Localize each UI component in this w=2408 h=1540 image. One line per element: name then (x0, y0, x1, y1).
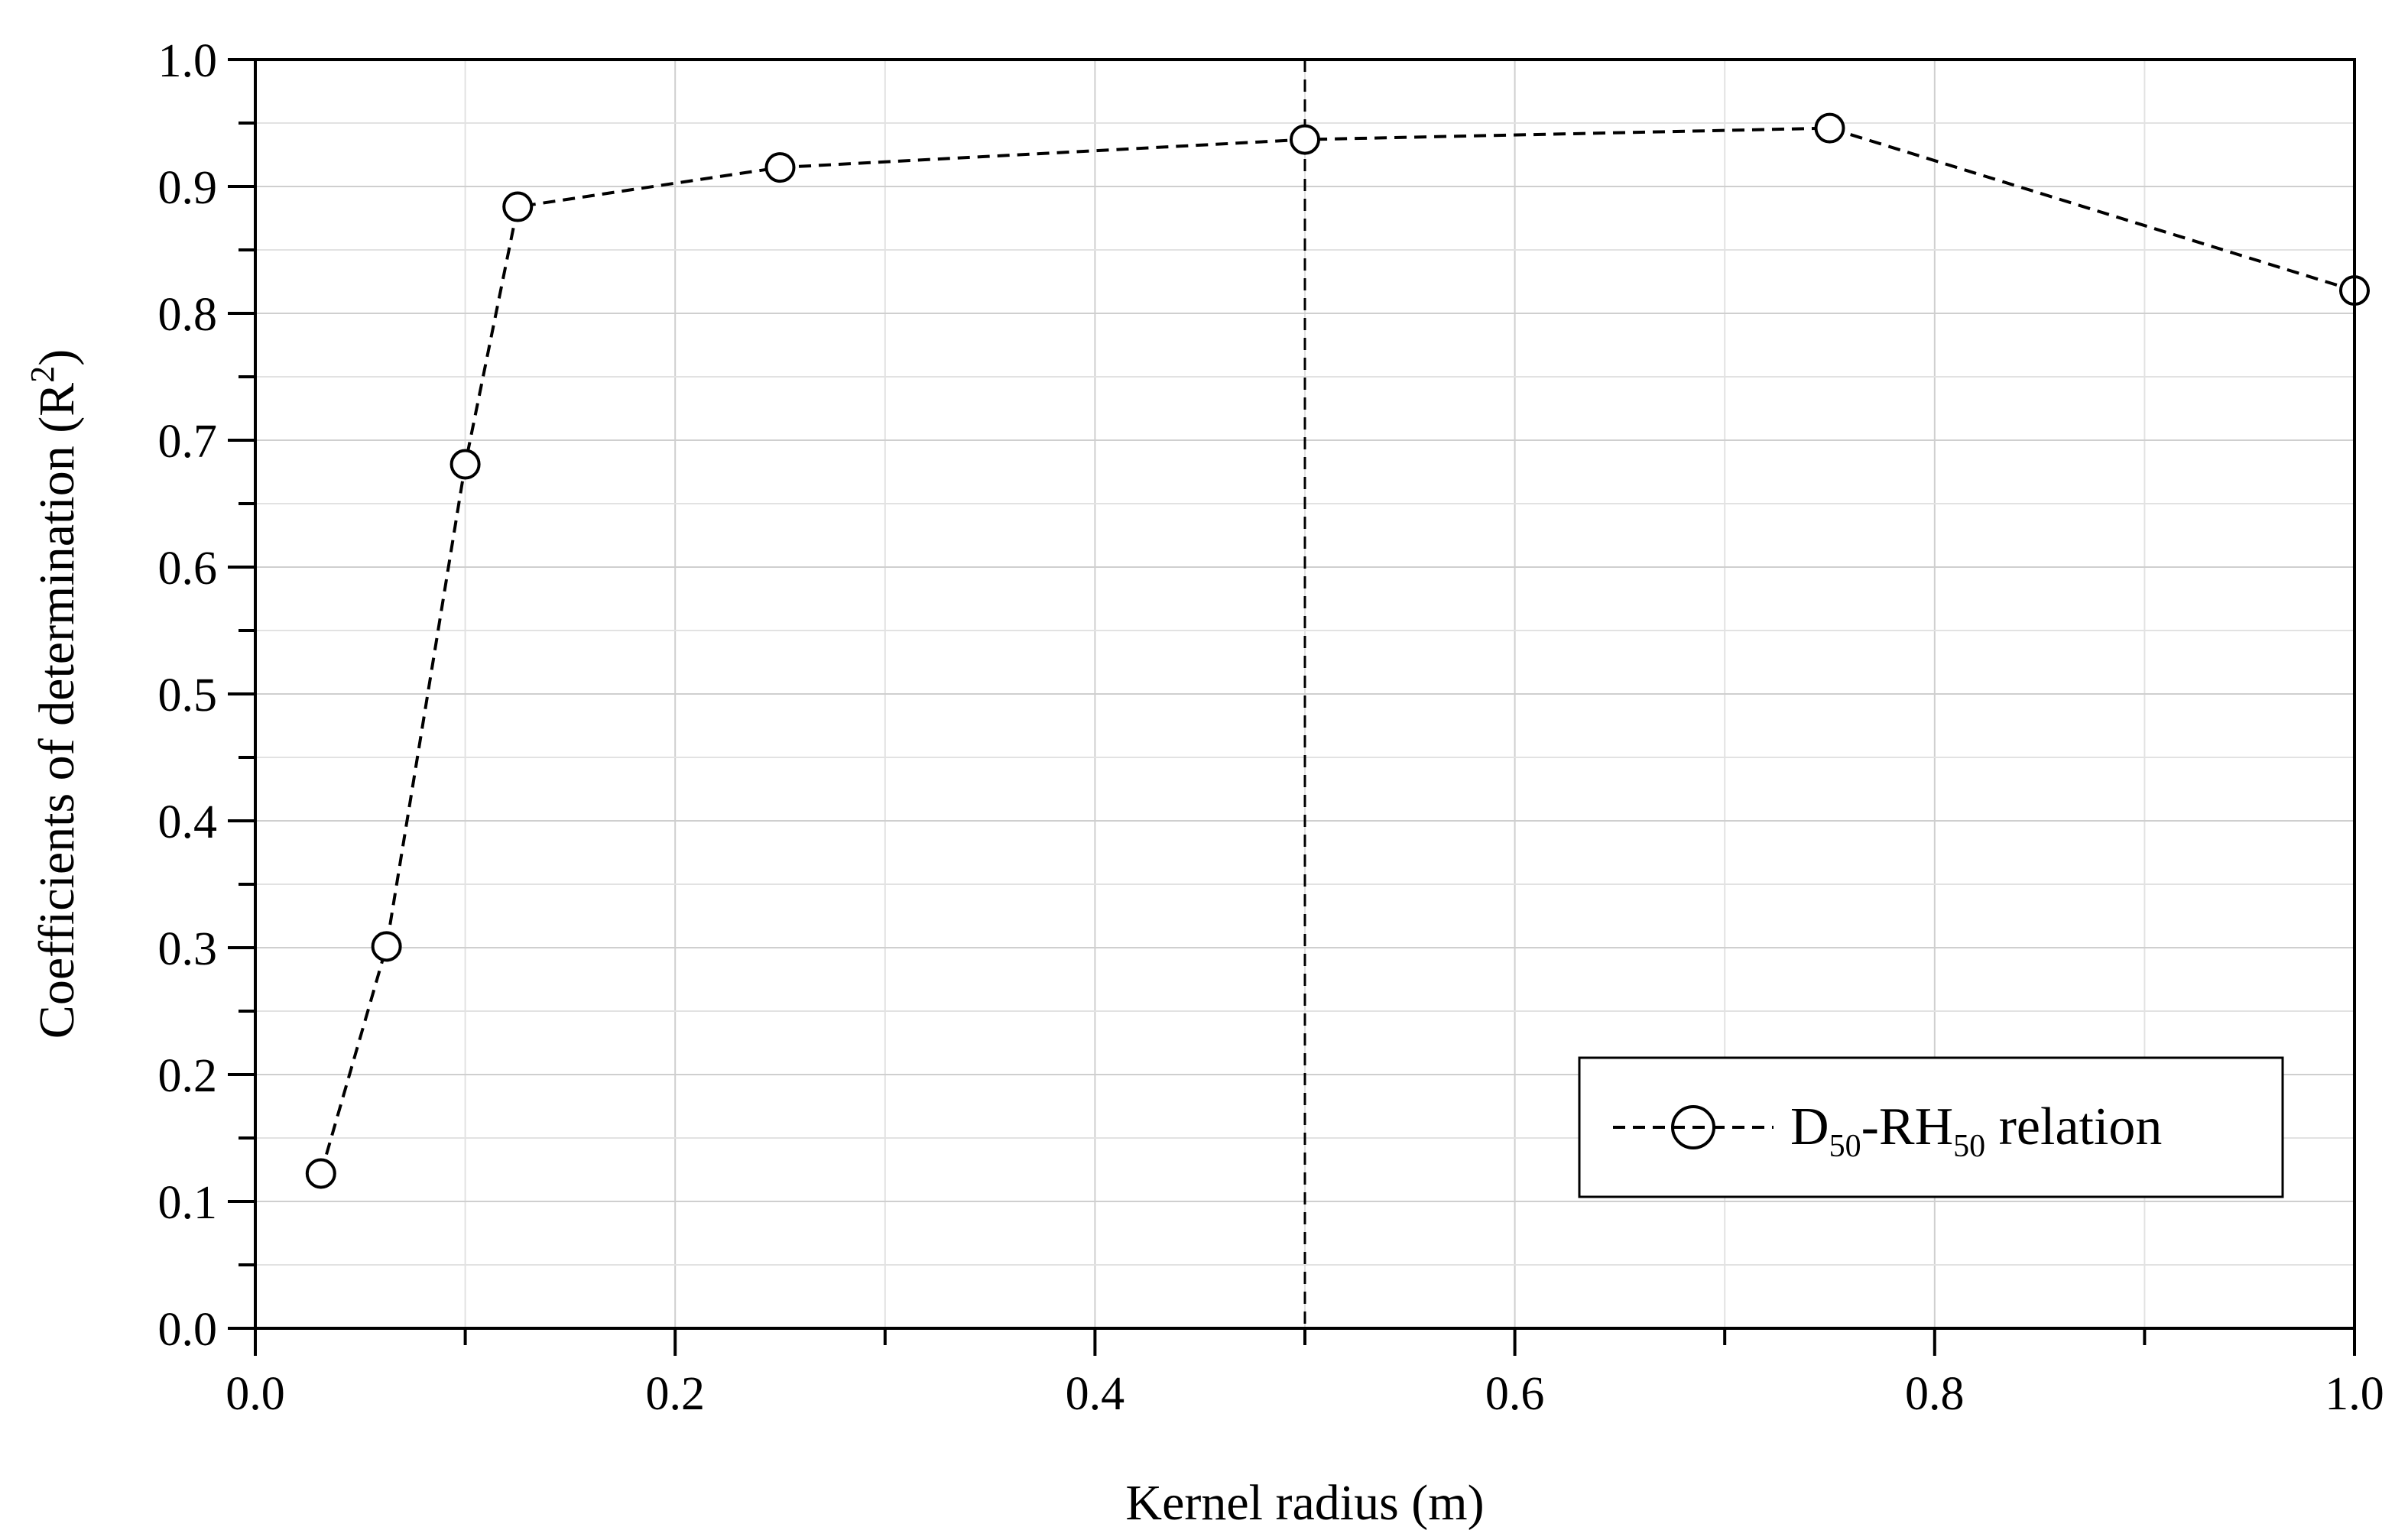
y-tick-label: 0.5 (158, 669, 218, 721)
tick-labels: 0.0 0.2 0.4 0.6 0.8 1.0 0.0 0.1 0.2 0.3 0.4 0.5 0.6 0… (158, 35, 2384, 1420)
data-point (1814, 112, 1845, 144)
legend-label-part-2: -RH (1861, 1097, 1954, 1156)
series-line (319, 126, 2355, 1175)
legend-label-part-3: relation (1985, 1097, 2162, 1156)
legend-label: D50-RH50 relation (1790, 1097, 2162, 1164)
x-tick-label: 0.0 (226, 1368, 285, 1420)
y-axis-title-superscript: 2 (24, 366, 61, 383)
series-group (305, 112, 2370, 1189)
axis-ticks (228, 58, 2356, 1356)
data-point (764, 152, 796, 183)
y-tick-label: 0.9 (158, 162, 218, 214)
y-tick-label: 0.7 (158, 416, 218, 468)
x-tick-label: 0.2 (645, 1368, 705, 1420)
data-point (502, 191, 534, 222)
y-tick-label: 0.4 (158, 796, 218, 848)
legend-label-subscript-1: 50 (1829, 1129, 1861, 1164)
data-point (449, 449, 481, 480)
legend: D50-RH50 relation (1578, 1056, 2284, 1198)
y-axis-title-close: ) (29, 349, 85, 366)
x-tick-label: 0.8 (1905, 1368, 1965, 1420)
y-tick-label: 0.3 (158, 923, 218, 975)
y-tick-label: 0.2 (158, 1050, 218, 1102)
y-tick-label: 0.1 (158, 1177, 218, 1229)
data-point (1290, 124, 1320, 155)
y-tick-label: 0.6 (158, 543, 218, 595)
data-point (305, 1158, 336, 1189)
legend-label-part-1: D (1790, 1097, 1829, 1156)
x-tick-label: 0.6 (1485, 1368, 1545, 1420)
y-tick-label: 0.0 (158, 1304, 218, 1356)
x-tick-label: 0.4 (1066, 1368, 1125, 1420)
y-axis-title: Coefficients of determination (R2) (24, 349, 85, 1039)
x-axis-title: Kernel radius (m) (1125, 1475, 1484, 1531)
legend-label-subscript-2: 50 (1953, 1129, 1985, 1164)
x-tick-label: 1.0 (2325, 1368, 2384, 1420)
legend-marker (1671, 1105, 1715, 1149)
y-axis-title-main: Coefficients of determination (R (29, 383, 85, 1039)
y-tick-label: 1.0 (158, 35, 218, 87)
data-point (371, 931, 402, 962)
y-tick-label: 0.8 (158, 289, 218, 341)
